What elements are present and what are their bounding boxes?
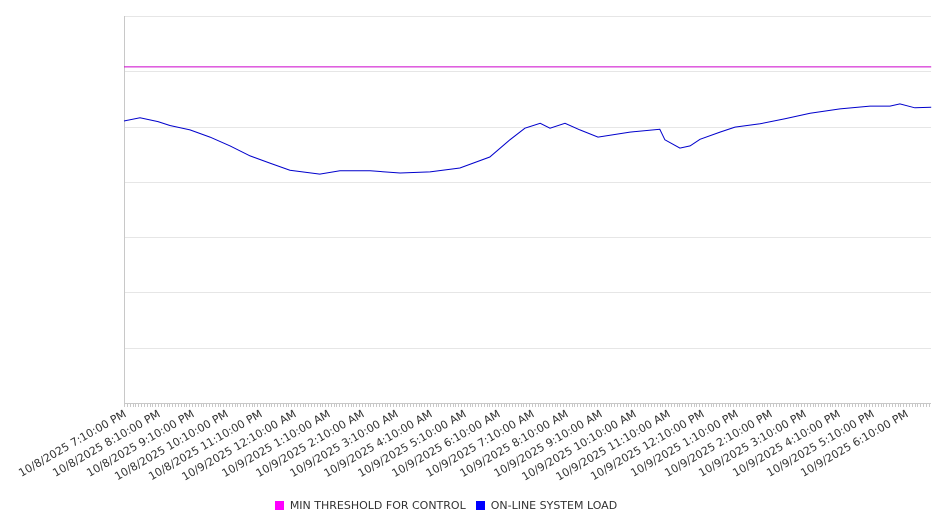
system-load-line: [123, 103, 932, 175]
series-lines: [123, 66, 932, 175]
axes: [124, 16, 931, 407]
gridlines: [124, 16, 931, 404]
legend-label-threshold: MIN THRESHOLD FOR CONTROL: [289, 499, 466, 512]
legend-swatch-threshold: [274, 501, 284, 510]
legend-item-load[interactable]: ON-LINE SYSTEM LOAD: [475, 499, 618, 512]
legend-swatch-load: [475, 501, 485, 510]
legend: MIN THRESHOLD FOR CONTROL ON-LINE SYSTEM…: [0, 499, 892, 512]
legend-label-load: ON-LINE SYSTEM LOAD: [490, 499, 618, 512]
legend-item-threshold[interactable]: MIN THRESHOLD FOR CONTROL: [274, 499, 466, 512]
